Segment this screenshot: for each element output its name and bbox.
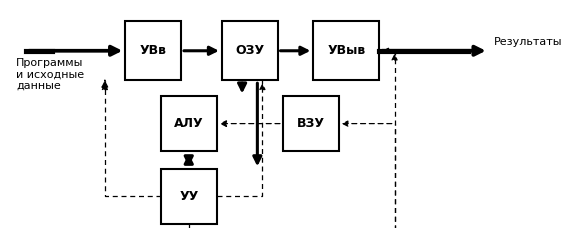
Bar	[282, 96, 338, 151]
Bar	[313, 21, 379, 80]
Text: ОЗУ: ОЗУ	[235, 44, 264, 57]
Text: ВЗУ: ВЗУ	[297, 117, 325, 130]
Bar	[222, 21, 277, 80]
Bar	[125, 21, 181, 80]
Bar	[161, 96, 217, 151]
Text: УВв: УВв	[140, 44, 167, 57]
Text: УВыв: УВыв	[327, 44, 366, 57]
Text: Результаты: Результаты	[494, 37, 562, 47]
Text: АЛУ: АЛУ	[174, 117, 203, 130]
Text: УУ: УУ	[179, 190, 198, 203]
Bar	[161, 169, 217, 224]
Text: Программы
и исходные
данные: Программы и исходные данные	[16, 58, 84, 91]
